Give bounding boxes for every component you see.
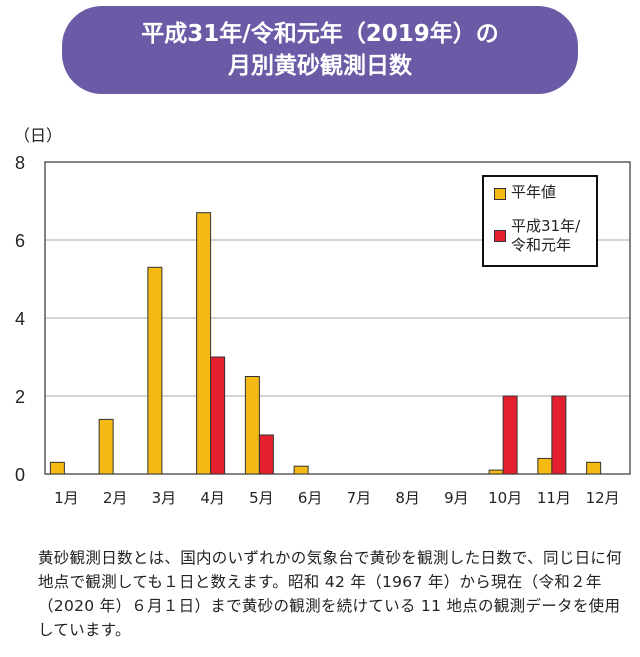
x-tick-label: 6月 — [298, 489, 323, 507]
bar-chart: 0 2 4 6 8 1月 2月 3月 4月 5月 6月 7月 8月 9月 10月 11月 12月 — [15, 153, 631, 507]
x-tick-label: 2月 — [103, 489, 128, 507]
x-tick-label: 10月 — [488, 489, 522, 507]
x-tick-label: 12月 — [586, 489, 620, 507]
x-tick-label: 9月 — [444, 489, 469, 507]
bar-normal — [586, 461, 602, 475]
x-tick-label: 4月 — [200, 489, 225, 507]
bar-normal — [488, 469, 504, 475]
y-axis-unit: （日） — [14, 126, 63, 145]
x-tick-label: 8月 — [395, 489, 420, 507]
y-tick-label: 0 — [15, 465, 25, 485]
bar-normal — [98, 418, 114, 475]
x-tick-label: 11月 — [537, 489, 571, 507]
bar-2019 — [210, 356, 226, 475]
footnote: 黄砂観測日数とは、国内のいずれかの気象台で黄砂を観測した日数で、同じ日に何地点で… — [38, 549, 622, 639]
legend-label-2019: 平成31年/令和元年 — [511, 217, 581, 254]
bar-normal — [49, 461, 65, 475]
bar-2019 — [502, 395, 518, 475]
chart-title-banner: 平成31年/令和元年（2019年）の 月別黄砂観測日数 — [62, 6, 578, 94]
title-line-2: 月別黄砂観測日数 — [228, 53, 412, 79]
legend-item-2019: 平成31年/令和元年 — [494, 217, 590, 255]
legend-item-normal: 平年値 — [494, 183, 556, 202]
bar-2019 — [258, 434, 274, 475]
title-line-1: 平成31年/令和元年（2019年）の — [141, 21, 499, 47]
y-tick-label: 8 — [15, 153, 25, 173]
bar-normal — [196, 212, 212, 475]
bar-normal — [537, 457, 553, 475]
bar-normal — [293, 465, 309, 475]
legend-swatch-2019 — [494, 230, 506, 242]
bar-normal — [147, 266, 163, 475]
bar-normal — [244, 376, 260, 475]
x-tick-label: 3月 — [152, 489, 177, 507]
y-tick-label: 6 — [15, 231, 25, 251]
plot-area — [44, 161, 631, 475]
legend-label-normal: 平年値 — [511, 183, 557, 201]
y-tick-label: 4 — [15, 309, 25, 329]
legend-swatch-normal — [494, 188, 506, 200]
y-tick-label: 2 — [15, 387, 25, 407]
x-tick-label: 7月 — [347, 489, 372, 507]
legend: 平年値 平成31年/令和元年 — [482, 175, 598, 267]
x-tick-label: 1月 — [54, 489, 79, 507]
x-tick-label: 5月 — [249, 489, 274, 507]
bar-2019 — [551, 395, 567, 475]
